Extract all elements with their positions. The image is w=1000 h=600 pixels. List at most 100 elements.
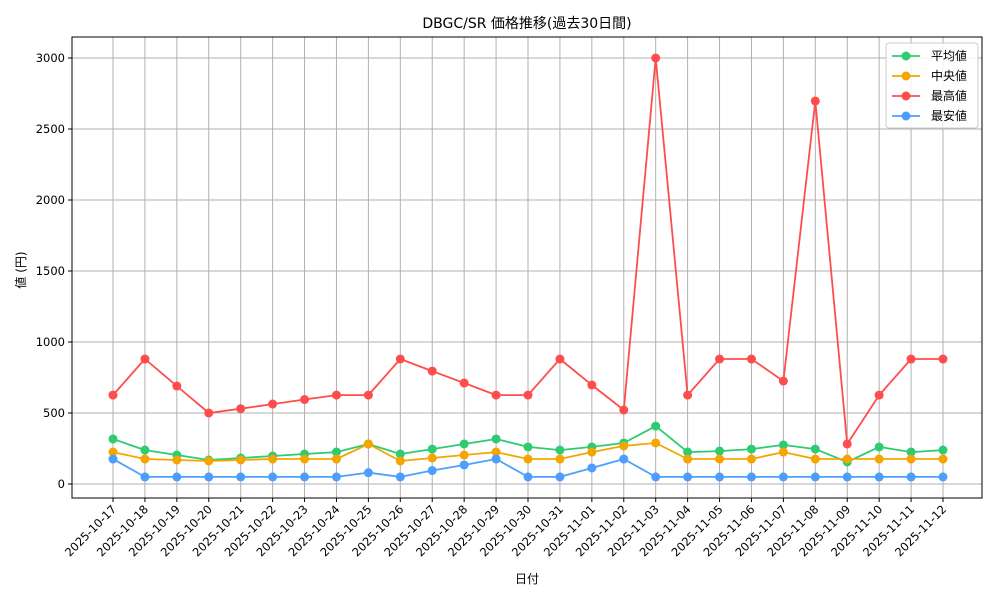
data-point-marker [140, 454, 150, 464]
series-lines [108, 53, 948, 482]
data-point-marker [874, 454, 884, 464]
data-point-marker [906, 472, 916, 482]
plot-frame [71, 36, 983, 499]
data-point-marker [555, 354, 565, 364]
legend-box [885, 42, 979, 129]
data-point-marker [140, 445, 150, 455]
y-tick-label: 3000 [36, 51, 65, 65]
data-point-marker [555, 445, 565, 455]
data-point-marker [459, 439, 469, 449]
data-point-marker [523, 442, 533, 452]
data-point-marker [268, 472, 278, 482]
data-point-marker [587, 463, 597, 473]
data-point-marker [172, 381, 182, 391]
data-point-marker [874, 442, 884, 452]
data-point-marker [108, 390, 118, 400]
data-point-marker [587, 380, 597, 390]
x-axis: 2025-10-172025-10-182025-10-192025-10-20… [62, 498, 949, 559]
data-point-marker [172, 472, 182, 482]
legend-marker-icon [901, 111, 911, 121]
legend-label: 平均値 [931, 48, 967, 63]
legend-marker-icon [901, 51, 911, 61]
data-point-marker [938, 445, 948, 455]
data-point-marker [778, 447, 788, 457]
data-point-marker [938, 454, 948, 464]
legend-marker-icon [901, 91, 911, 101]
legend-item: 最安値 [892, 108, 967, 123]
grid-lines [72, 37, 982, 498]
x-axis-label: 日付 [515, 572, 539, 586]
legend-marker-icon [901, 71, 911, 81]
data-point-marker [140, 354, 150, 364]
data-point-marker [395, 472, 405, 482]
data-point-marker [172, 455, 182, 465]
data-point-marker [204, 408, 214, 418]
data-point-marker [778, 472, 788, 482]
data-point-marker [395, 456, 405, 466]
y-tick-label: 2500 [36, 122, 65, 136]
data-point-marker [108, 454, 118, 464]
data-point-marker [427, 453, 437, 463]
data-point-marker [810, 472, 820, 482]
data-point-marker [236, 455, 246, 465]
legend-label: 中央値 [931, 68, 967, 83]
series-中央値 [108, 438, 948, 466]
data-point-marker [427, 444, 437, 454]
data-point-marker [363, 439, 373, 449]
data-point-marker [746, 444, 756, 454]
data-point-marker [555, 472, 565, 482]
y-tick-label: 1000 [36, 335, 65, 349]
data-point-marker [555, 454, 565, 464]
data-point-marker [300, 454, 310, 464]
data-point-marker [459, 450, 469, 460]
data-point-marker [906, 454, 916, 464]
data-point-marker [619, 441, 629, 451]
data-point-marker [906, 447, 916, 457]
data-point-marker [651, 438, 661, 448]
data-point-marker [236, 472, 246, 482]
data-point-marker [300, 472, 310, 482]
data-point-marker [651, 53, 661, 63]
data-point-marker [715, 354, 725, 364]
data-point-marker [842, 439, 852, 449]
data-point-marker [810, 444, 820, 454]
data-point-marker [204, 456, 214, 466]
data-point-marker [778, 376, 788, 386]
series-最安値 [108, 454, 948, 482]
data-point-marker [491, 434, 501, 444]
data-point-marker [842, 472, 852, 482]
y-axis: 0 500 1000 1500 2000 2500 3000 [36, 51, 72, 491]
data-point-marker [683, 390, 693, 400]
data-point-marker [268, 399, 278, 409]
data-point-marker [906, 354, 916, 364]
data-point-marker [491, 447, 501, 457]
data-point-marker [651, 421, 661, 431]
data-point-marker [938, 354, 948, 364]
data-point-marker [587, 447, 597, 457]
legend-label: 最高値 [931, 88, 967, 103]
y-tick-label: 0 [58, 477, 65, 491]
series-最高値 [108, 53, 948, 449]
data-point-marker [395, 354, 405, 364]
data-point-marker [331, 454, 341, 464]
data-point-marker [619, 454, 629, 464]
data-point-marker [427, 366, 437, 376]
data-point-marker [746, 472, 756, 482]
data-point-marker [778, 440, 788, 450]
data-point-marker [331, 390, 341, 400]
data-point-marker [810, 454, 820, 464]
data-point-marker [874, 390, 884, 400]
data-point-marker [874, 472, 884, 482]
data-point-marker [395, 449, 405, 459]
data-point-marker [938, 472, 948, 482]
data-point-marker [683, 454, 693, 464]
data-point-marker [268, 454, 278, 464]
data-point-marker [300, 395, 310, 405]
legend-item: 平均値 [892, 48, 967, 63]
legend-item: 中央値 [892, 68, 967, 83]
legend-item: 最高値 [892, 88, 967, 103]
data-point-marker [491, 454, 501, 464]
data-point-marker [619, 405, 629, 415]
